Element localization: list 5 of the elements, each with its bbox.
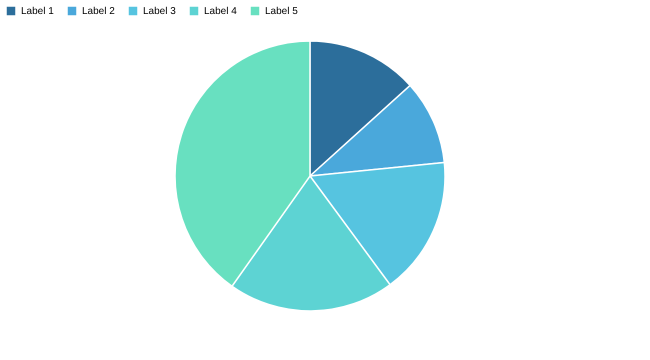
legend-label: Label 4 [204, 6, 238, 17]
legend-label: Label 3 [143, 6, 176, 17]
legend-label: Label 1 [21, 6, 54, 17]
legend-label: Label 2 [82, 6, 116, 17]
legend-label: Label 5 [265, 6, 298, 17]
